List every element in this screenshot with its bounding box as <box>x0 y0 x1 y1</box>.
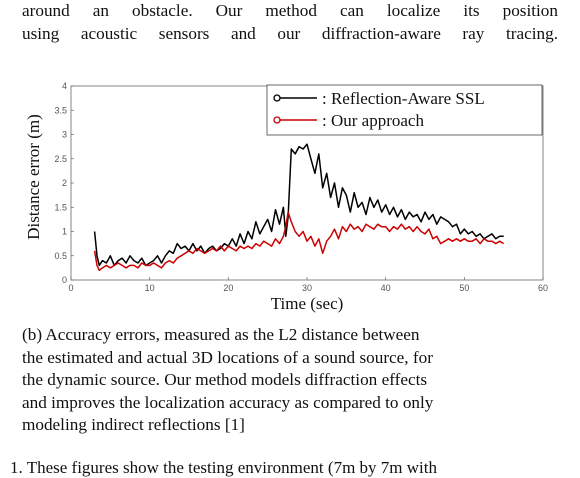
caption-line: the dynamic source. Our method models di… <box>22 370 428 389</box>
legend-entry: : Reflection-Aware SSL <box>322 89 485 108</box>
x-tick-label: 20 <box>223 283 233 293</box>
legend-box <box>266 84 543 136</box>
chart-legend: : Reflection-Aware SSL : Our approach <box>266 84 543 136</box>
caption-line: modeling indirect reflections [1] <box>22 415 245 434</box>
y-tick-label: 0.5 <box>54 251 67 261</box>
x-tick-label: 60 <box>538 283 548 293</box>
body-text-bottom: 1. These figures show the testing enviro… <box>10 458 437 477</box>
caption-line: the estimated and actual 3D locations of… <box>22 347 433 367</box>
y-tick-label: 4 <box>62 81 67 91</box>
y-axis-label: Distance error (m) <box>24 114 43 240</box>
y-tick-label: 0 <box>62 275 67 285</box>
legend-entry: : Our approach <box>322 111 424 130</box>
y-tick-label: 3 <box>62 130 67 140</box>
series-line-our-approach <box>93 211 505 272</box>
text-line: using acoustic sensors and our diffracti… <box>22 23 558 43</box>
y-tick-label: 2 <box>62 178 67 188</box>
y-tick-label: 3.5 <box>54 105 67 115</box>
y-tick-label: 2.5 <box>54 154 67 164</box>
y-tick-label: 1 <box>62 227 67 237</box>
text-line: around an obstacle. Our method can local… <box>22 1 558 20</box>
x-tick-label: 0 <box>68 283 73 293</box>
caption-line: and improves the localization accuracy a… <box>22 392 434 412</box>
body-text-top: around an obstacle. Our method can local… <box>22 0 558 45</box>
caption-line: (b) Accuracy errors, measured as the L2 … <box>22 325 420 344</box>
distance-error-chart: 0 10 20 30 40 50 60 0 0.5 1 1.5 2 2.5 3 3.5 4 : Reflect… <box>24 81 548 313</box>
legend-marker <box>273 94 281 102</box>
series-line-reflection-aware-ssl <box>93 143 504 267</box>
figure-caption: (b) Accuracy errors, measured as the L2 … <box>22 324 558 437</box>
legend-marker <box>273 116 281 124</box>
x-axis-label: Time (sec) <box>271 294 344 313</box>
y-tick-label: 1.5 <box>54 202 67 212</box>
x-tick-label: 30 <box>302 283 312 293</box>
x-tick-label: 50 <box>459 283 469 293</box>
x-tick-label: 10 <box>145 283 155 293</box>
x-tick-label: 40 <box>381 283 391 293</box>
